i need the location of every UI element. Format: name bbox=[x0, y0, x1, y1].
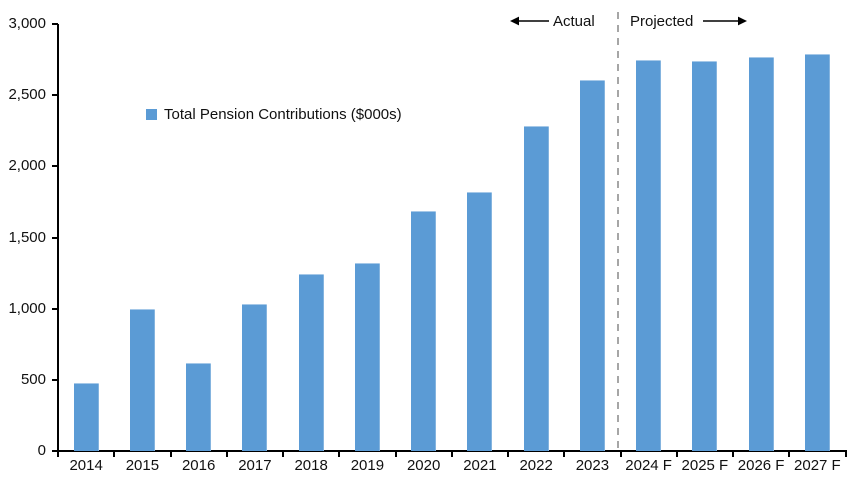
projected-label: Projected bbox=[630, 13, 694, 30]
x-tick bbox=[732, 452, 734, 457]
x-axis-label: 2019 bbox=[350, 457, 385, 474]
x-tick bbox=[507, 452, 509, 457]
y-axis-label: 1,500 bbox=[8, 228, 46, 246]
bar-2022 bbox=[523, 126, 549, 451]
x-tick bbox=[563, 452, 566, 457]
y-tick bbox=[52, 307, 58, 310]
bar-2017 bbox=[242, 304, 268, 451]
y-tick bbox=[52, 165, 58, 168]
legend-marker-icon bbox=[146, 109, 157, 120]
y-tick bbox=[52, 450, 58, 452]
y-axis bbox=[57, 24, 59, 451]
legend: Total Pension Contributions ($000s) bbox=[146, 106, 402, 124]
x-tick bbox=[675, 452, 678, 457]
x-axis-label: 2016 bbox=[181, 457, 216, 474]
x-tick bbox=[169, 452, 172, 457]
y-axis-label: 500 bbox=[20, 370, 46, 388]
actual-label: Actual bbox=[553, 13, 595, 30]
bar-2016 bbox=[186, 362, 212, 451]
y-axis-label: 2,500 bbox=[8, 86, 46, 104]
y-tick bbox=[52, 236, 58, 239]
y-tick bbox=[52, 378, 58, 381]
x-axis-label: 2021 bbox=[463, 457, 497, 474]
x-tick bbox=[844, 452, 847, 457]
x-tick bbox=[619, 452, 622, 457]
x-axis bbox=[57, 450, 847, 452]
x-tick bbox=[225, 452, 228, 457]
x-axis-label: 2014 bbox=[69, 457, 103, 474]
bar-2023 bbox=[579, 79, 605, 451]
x-tick bbox=[788, 452, 791, 457]
x-axis-label: 2027 F bbox=[794, 457, 841, 474]
y-axis-label: 2,000 bbox=[8, 157, 46, 175]
bar-2019 bbox=[354, 263, 380, 451]
x-tick bbox=[450, 452, 453, 457]
x-axis-label: 2026 F bbox=[737, 457, 785, 474]
bar-2021 bbox=[467, 191, 493, 451]
x-axis-label: 2025 F bbox=[681, 457, 729, 474]
y-axis-label: 3,000 bbox=[8, 15, 46, 32]
x-tick bbox=[282, 452, 284, 457]
x-axis-label: 2017 bbox=[238, 457, 272, 474]
bar-2018 bbox=[298, 273, 324, 451]
bar-2025-f bbox=[692, 61, 718, 451]
bar-2024-f bbox=[636, 59, 662, 451]
x-axis-label: 2015 bbox=[125, 457, 160, 474]
y-axis-label: 1,000 bbox=[8, 299, 46, 317]
y-tick bbox=[52, 94, 58, 97]
bar-2014 bbox=[73, 382, 99, 451]
actual-projected-divider bbox=[617, 12, 619, 450]
x-tick bbox=[338, 452, 341, 457]
x-tick bbox=[113, 452, 116, 457]
legend-label: Total Pension Contributions ($000s) bbox=[164, 106, 402, 123]
y-tick bbox=[52, 23, 58, 25]
bar-2020 bbox=[411, 211, 437, 451]
bar-2027-f bbox=[804, 53, 830, 451]
bar-2015 bbox=[129, 308, 155, 451]
x-tick bbox=[394, 452, 397, 457]
y-axis-label: 0 bbox=[37, 442, 46, 459]
x-axis-label: 2022 bbox=[519, 457, 553, 474]
x-axis-label: 2018 bbox=[294, 457, 328, 474]
x-axis-label: 2023 bbox=[575, 457, 610, 474]
left-arrow-icon bbox=[510, 16, 549, 26]
x-axis-label: 2020 bbox=[406, 457, 441, 474]
x-axis-label: 2024 F bbox=[625, 457, 672, 474]
right-arrow-icon bbox=[703, 16, 747, 26]
x-tick bbox=[57, 452, 59, 457]
bar-2026-f bbox=[748, 57, 774, 451]
